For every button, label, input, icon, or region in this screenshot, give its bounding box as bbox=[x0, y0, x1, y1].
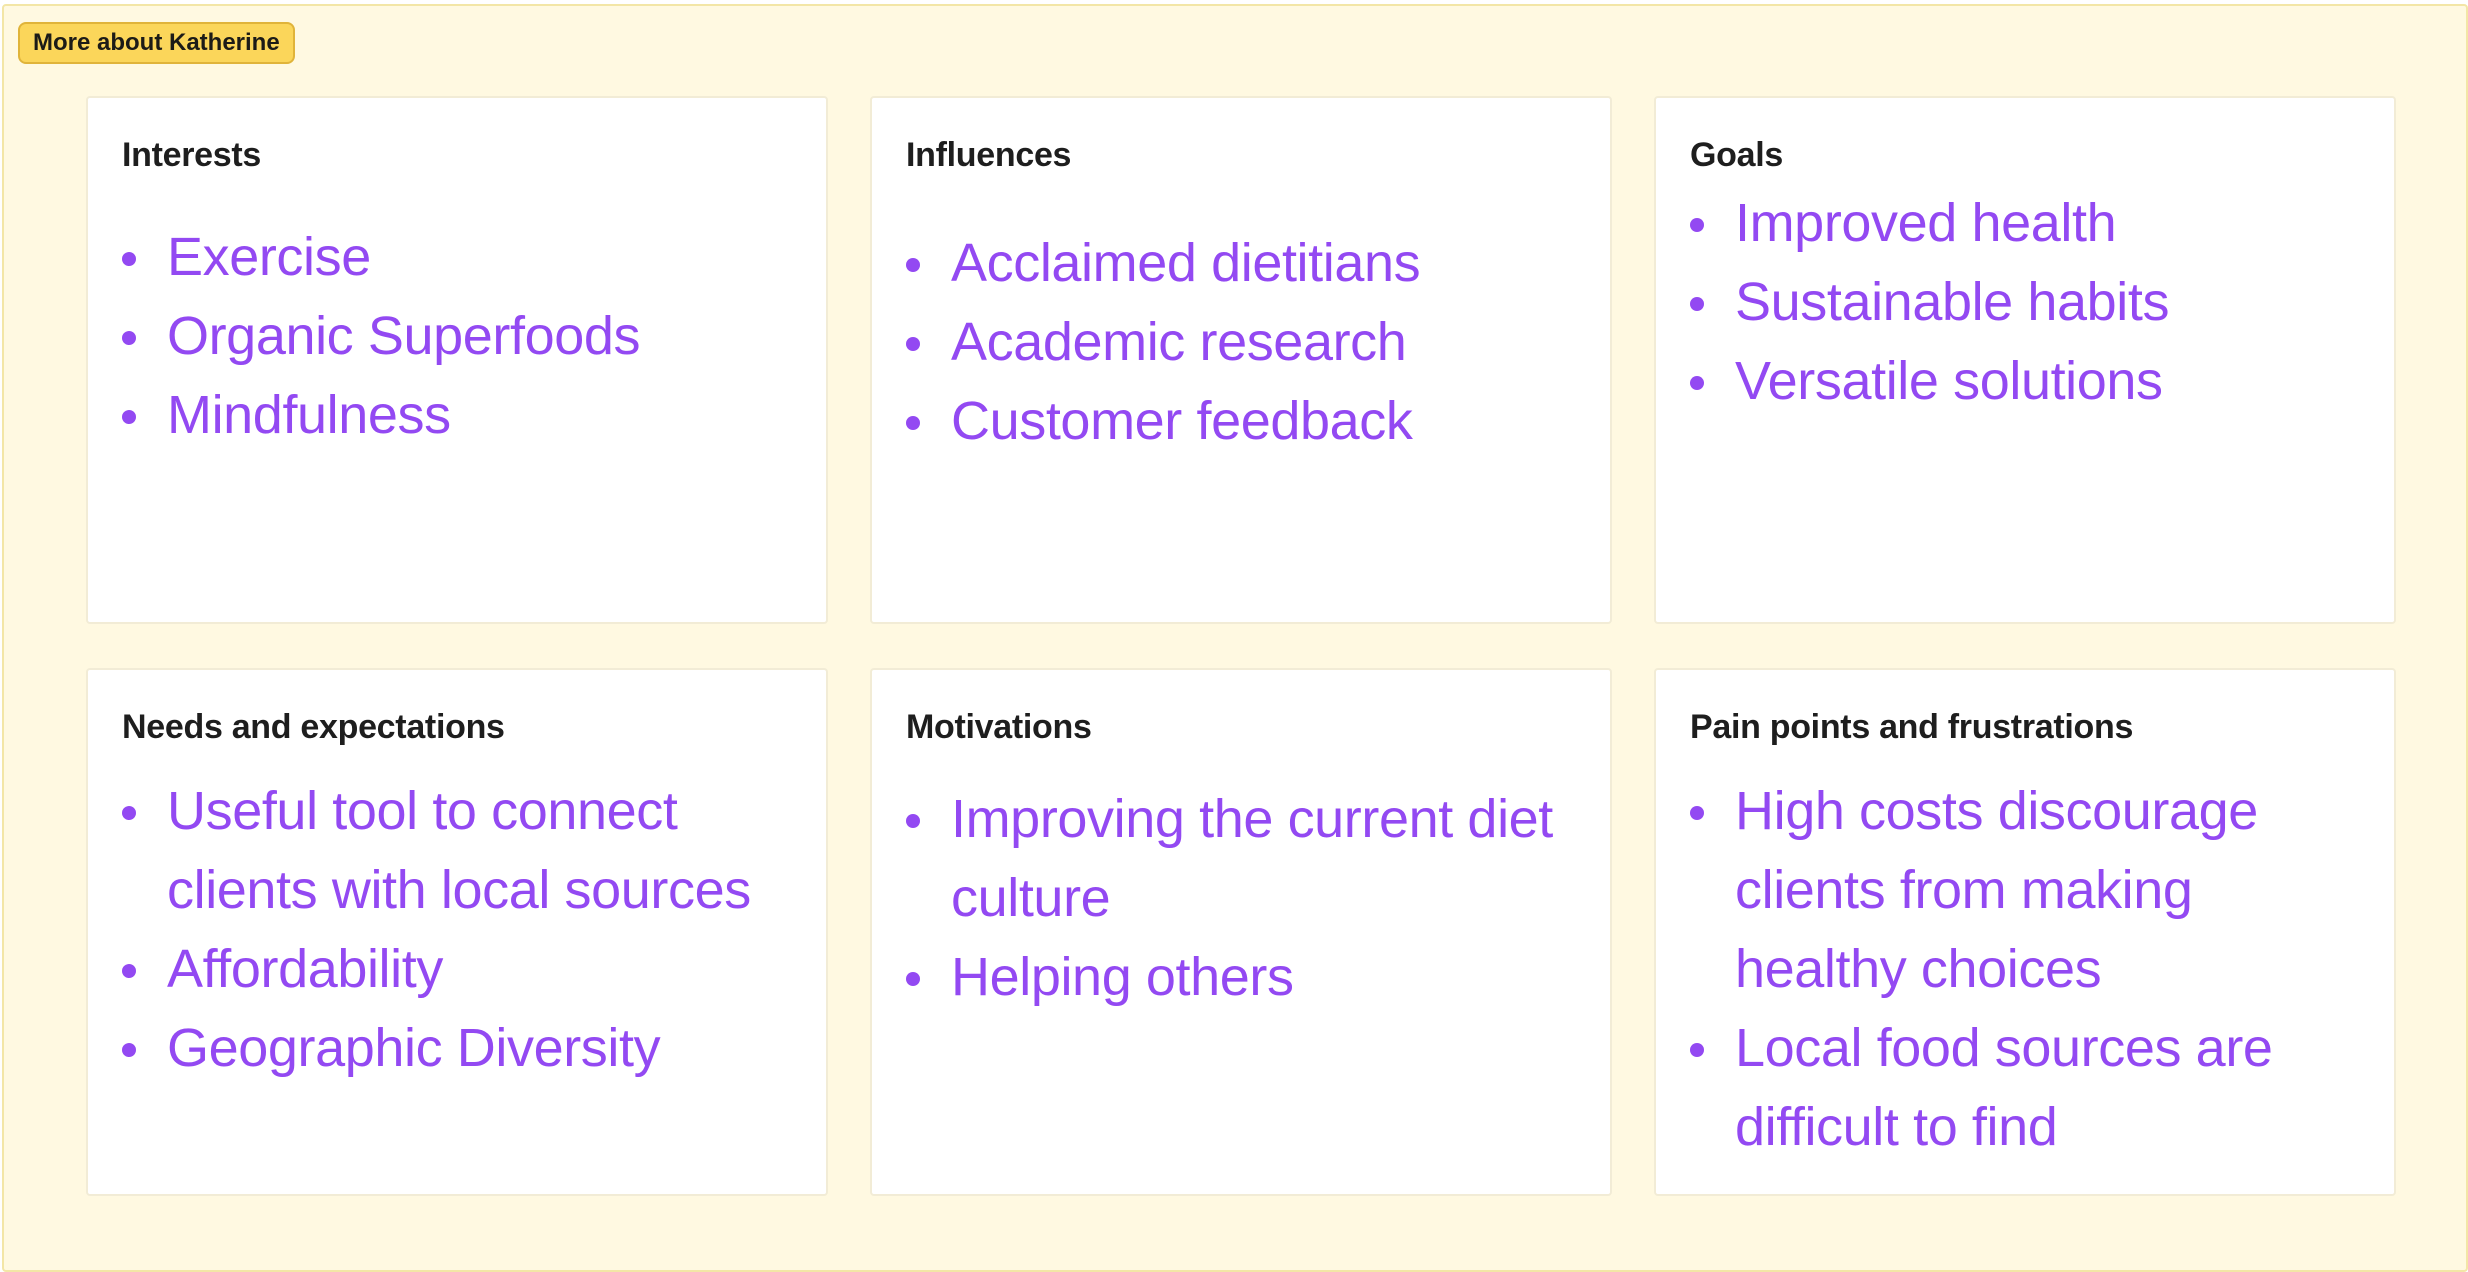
list-item: Affordability bbox=[122, 930, 802, 1009]
card-title: Influences bbox=[906, 136, 1072, 174]
list-item: Geographic Diversity bbox=[122, 1009, 802, 1088]
influences-list: Acclaimed dietitians Academic research C… bbox=[906, 224, 1586, 461]
list-item: Improved health bbox=[1690, 184, 2370, 263]
persona-frame[interactable]: More about Katherine Interests Exercise … bbox=[2, 4, 2468, 1272]
card-title: Motivations bbox=[906, 708, 1092, 746]
motivations-card[interactable]: Motivations Improving the current diet c… bbox=[870, 668, 1612, 1196]
list-item: Customer feedback bbox=[906, 382, 1586, 461]
list-item: Local food sources are difficult to find bbox=[1690, 1009, 2370, 1167]
interests-card[interactable]: Interests Exercise Organic Superfoods Mi… bbox=[86, 96, 828, 624]
interests-list: Exercise Organic Superfoods Mindfulness bbox=[122, 218, 802, 455]
card-title: Needs and expectations bbox=[122, 708, 505, 746]
goals-list: Improved health Sustainable habits Versa… bbox=[1690, 184, 2370, 421]
pain-points-list: High costs discourage clients from makin… bbox=[1690, 772, 2370, 1167]
goals-card[interactable]: Goals Improved health Sustainable habits… bbox=[1654, 96, 2396, 624]
list-item: Organic Superfoods bbox=[122, 297, 802, 376]
list-item: Sustainable habits bbox=[1690, 263, 2370, 342]
list-item: Versatile solutions bbox=[1690, 342, 2370, 421]
card-title: Interests bbox=[122, 136, 262, 174]
list-item: Academic research bbox=[906, 303, 1586, 382]
frame-tag-button[interactable]: More about Katherine bbox=[18, 22, 295, 64]
list-item: Improving the current diet culture bbox=[906, 780, 1586, 938]
list-item: High costs discourage clients from makin… bbox=[1690, 772, 2370, 1009]
list-item: Useful tool to connect clients with loca… bbox=[122, 772, 802, 930]
needs-expectations-list: Useful tool to connect clients with loca… bbox=[122, 772, 802, 1088]
list-item: Helping others bbox=[906, 938, 1586, 1017]
needs-expectations-card[interactable]: Needs and expectations Useful tool to co… bbox=[86, 668, 828, 1196]
pain-points-card[interactable]: Pain points and frustrations High costs … bbox=[1654, 668, 2396, 1196]
card-title: Goals bbox=[1690, 136, 1783, 174]
card-title: Pain points and frustrations bbox=[1690, 708, 2134, 746]
influences-card[interactable]: Influences Acclaimed dietitians Academic… bbox=[870, 96, 1612, 624]
list-item: Exercise bbox=[122, 218, 802, 297]
list-item: Acclaimed dietitians bbox=[906, 224, 1586, 303]
list-item: Mindfulness bbox=[122, 376, 802, 455]
motivations-list: Improving the current diet culture Helpi… bbox=[906, 780, 1586, 1017]
